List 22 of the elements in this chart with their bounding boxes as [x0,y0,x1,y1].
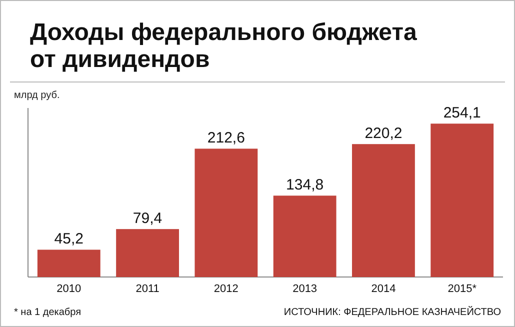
x-tick-label: 2013 [292,283,318,295]
data-label: 220,2 [364,125,402,142]
data-label: 134,8 [286,176,324,194]
bar [273,196,336,277]
data-label: 79,4 [132,210,162,228]
x-tick-label: 2014 [371,283,396,295]
data-label: 45,2 [54,230,84,248]
bar [194,148,258,277]
text: * на 1 декабря [14,307,82,318]
data-label: 212,6 [207,130,245,147]
x-tick-label: 2010 [56,283,82,295]
x-tick-label: 2011 [136,283,160,295]
x-tick-label: 2012 [214,283,238,295]
text: ИСТОЧНИК: ФЕДЕРАЛЬНОЕ КАЗНАЧЕЙСТВО [284,305,502,318]
bar [37,250,100,277]
y-axis-title: млрд руб. [14,90,60,101]
bar [352,144,415,277]
chart-title: Доходы федерального бюджета от дивидендов [30,19,418,73]
bar [116,229,179,277]
data-label: 254,1 [443,104,481,122]
x-tick-label: 2015* [448,283,478,295]
bar [430,124,494,277]
